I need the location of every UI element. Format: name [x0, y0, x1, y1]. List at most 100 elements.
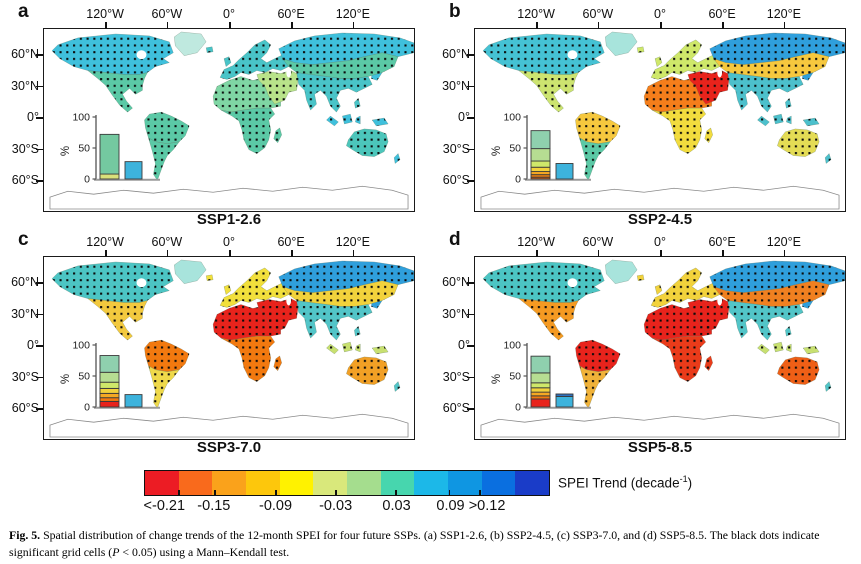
latitude-tick-mark	[36, 54, 43, 56]
panel-b: b 0 50 100% SSP2-4.5 120°W 60°W 0° 60°E 120°E 6…	[431, 0, 861, 228]
panel-a: a 0 50 100% SSP1-2.6 120°W 60°W 0° 60°E 120°E 6…	[0, 0, 430, 228]
svg-text:50: 50	[509, 143, 521, 155]
longitude-tick-mark	[166, 249, 169, 257]
svg-text:100: 100	[72, 112, 90, 124]
latitude-tick-label: 60°N	[442, 47, 470, 62]
latitude-tick-mark	[36, 117, 43, 119]
map-ssp1-2.6: 0 50 100%	[43, 28, 415, 212]
world-map	[480, 259, 845, 438]
longitude-tick-label: 60°E	[708, 235, 736, 249]
panel-letter-a: a	[18, 1, 29, 22]
latitude-tick-mark	[36, 313, 43, 316]
panel-letter-b: b	[449, 1, 461, 22]
colorbar-segment	[448, 471, 482, 495]
longitude-tick-mark	[783, 21, 786, 29]
world-map	[49, 31, 414, 210]
longitude-tick-label: 0°	[223, 235, 235, 249]
colorbar-tick-label: 0.03	[382, 498, 411, 514]
world-map	[49, 259, 414, 438]
panel-letter-c: c	[18, 229, 29, 250]
longitude-tick-mark	[291, 249, 293, 257]
longitude-tick-label: 60°E	[708, 7, 736, 21]
colorbar-tick-mark	[395, 490, 397, 495]
latitude-tick-mark	[36, 180, 43, 182]
svg-text:%: %	[60, 146, 72, 156]
svg-text:%: %	[491, 374, 503, 384]
latitude-tick-mark	[467, 313, 474, 316]
latitude-tick-mark	[467, 117, 474, 119]
latitude-tick-mark	[467, 85, 474, 88]
latitude-tick-mark	[467, 408, 474, 410]
longitude-tick-label: 120°E	[335, 7, 370, 21]
svg-text:%: %	[491, 146, 503, 156]
inset-bar-chart: 0 50 100%	[60, 112, 160, 186]
longitude-tick-label: 120°W	[517, 235, 555, 249]
latitude-tick-mark	[36, 85, 43, 88]
latitude-tick-mark	[36, 148, 43, 151]
colorbar-tick-mark	[334, 490, 337, 495]
latitude-tick-mark	[467, 148, 474, 151]
world-map	[480, 31, 845, 210]
svg-text:100: 100	[72, 340, 90, 352]
latitude-tick-label: 30°N	[442, 306, 470, 321]
longitude-tick-label: 0°	[654, 235, 666, 249]
longitude-tick-mark	[597, 21, 600, 29]
colorbar	[144, 470, 550, 496]
colorbar-tick-mark	[275, 490, 277, 495]
colorbar-tick-mark	[478, 490, 481, 495]
colorbar-segment	[178, 471, 213, 495]
latitude-tick-mark	[36, 345, 43, 347]
colorbar-title: SPEI Trend (decade-1)	[558, 474, 693, 491]
inset-bar-chart: 0 50 100%	[491, 340, 591, 414]
panel-c: c 0 50 100% SSP3-7.0 120°W 60°W 0° 60°E 120°E 6…	[0, 228, 430, 456]
map-ssp5-8.5: 0 50 100%	[474, 256, 846, 440]
svg-text:100: 100	[503, 112, 521, 124]
panel-title-d: SSP5-8.5	[627, 439, 693, 456]
latitude-tick-label: 0°	[458, 110, 470, 125]
longitude-tick-mark	[352, 249, 355, 257]
longitude-tick-mark	[229, 249, 231, 257]
latitude-tick-label: 0°	[27, 338, 39, 353]
colorbar-segment	[347, 471, 381, 495]
colorbar-tick-mark	[448, 490, 451, 495]
svg-text:50: 50	[78, 371, 90, 383]
longitude-tick-mark	[105, 249, 107, 257]
latitude-tick-mark	[467, 282, 474, 284]
longitude-tick-label: 60°W	[151, 235, 183, 249]
longitude-tick-mark	[722, 249, 724, 257]
colorbar-tick-mark	[178, 490, 180, 495]
longitude-tick-label: 60°W	[151, 7, 183, 21]
longitude-tick-label: 0°	[223, 7, 235, 21]
longitude-tick-mark	[536, 21, 538, 29]
longitude-tick-mark	[722, 21, 724, 29]
latitude-tick-label: 30°N	[442, 78, 470, 93]
panel-title-b: SSP2-4.5	[627, 211, 693, 228]
colorbar-block: SPEI Trend (decade-1) <-0.21 -0.15 -0.09 -0…	[0, 468, 861, 520]
svg-text:100: 100	[503, 340, 521, 352]
svg-text:0: 0	[84, 174, 90, 186]
colorbar-tick-label: -0.03	[319, 498, 353, 514]
colorbar-segment	[246, 471, 280, 495]
colorbar-segment	[481, 471, 516, 495]
map-ssp2-4.5: 0 50 100%	[474, 28, 846, 212]
colorbar-tick-label: 0.09	[436, 498, 465, 514]
panel-title-c: SSP3-7.0	[196, 439, 262, 456]
latitude-tick-mark	[36, 408, 43, 410]
longitude-tick-label: 60°E	[277, 235, 305, 249]
latitude-tick-label: 30°S	[442, 369, 470, 384]
latitude-tick-label: 30°S	[442, 141, 470, 156]
inset-bar-chart: 0 50 100%	[491, 112, 591, 186]
longitude-tick-mark	[660, 21, 662, 29]
latitude-tick-mark	[36, 282, 43, 284]
colorbar-segment	[515, 471, 550, 495]
longitude-tick-mark	[229, 21, 231, 29]
svg-text:50: 50	[509, 371, 521, 383]
longitude-tick-mark	[166, 21, 169, 29]
latitude-tick-mark	[467, 54, 474, 56]
figure-caption: Fig. 5. Spatial distribution of change t…	[9, 528, 820, 560]
longitude-tick-mark	[105, 21, 107, 29]
latitude-tick-label: 60°N	[442, 275, 470, 290]
inset-bar-chart: 0 50 100%	[60, 340, 160, 414]
colorbar-segment	[313, 471, 348, 495]
